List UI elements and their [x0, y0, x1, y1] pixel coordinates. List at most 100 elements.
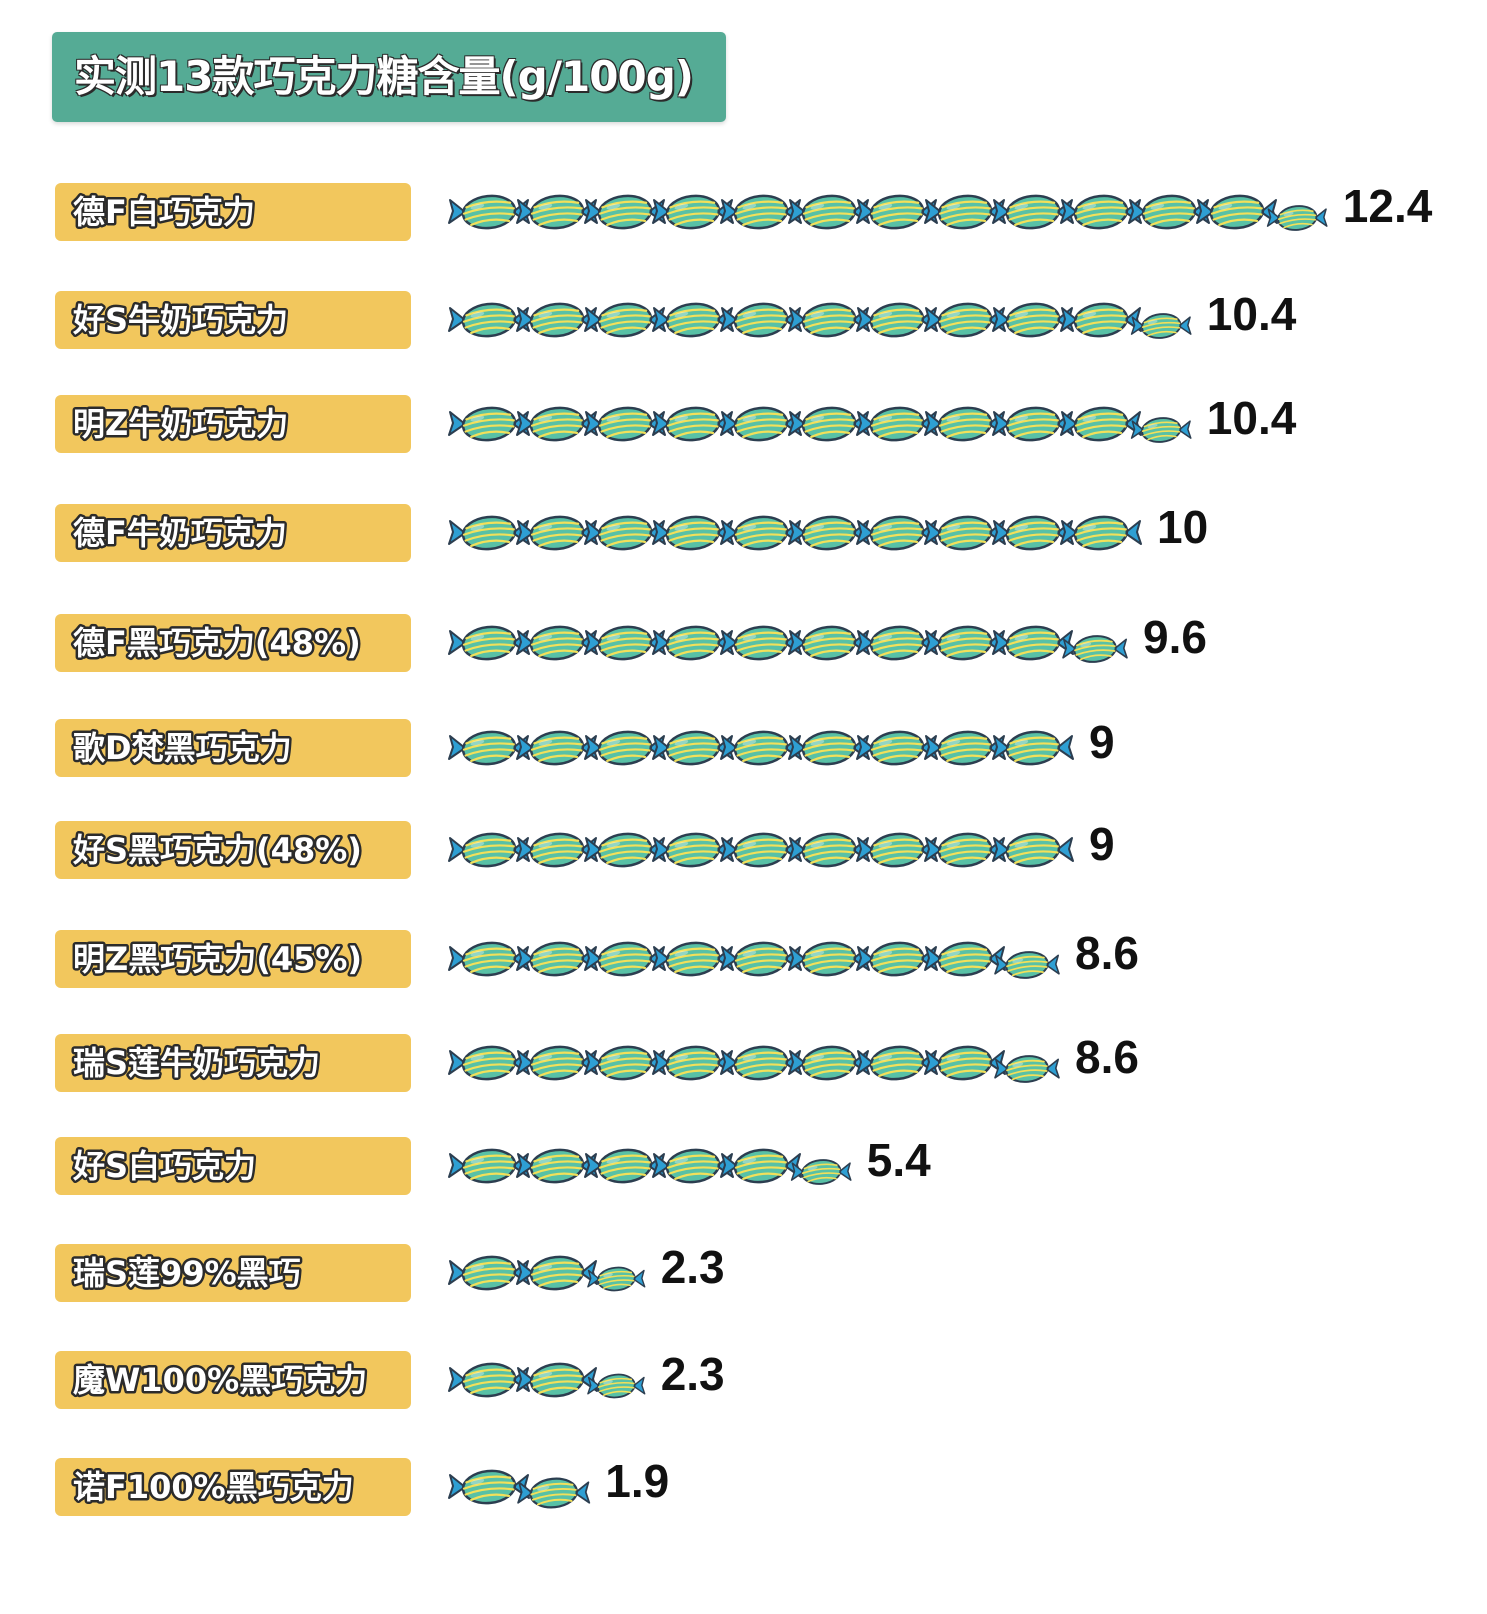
chart-row: 魔W100%黑巧克力 2.3 — [55, 1348, 725, 1409]
candy-icon — [583, 300, 667, 340]
candy-icon — [719, 192, 803, 232]
candy-icon — [651, 728, 735, 768]
category-label-box — [55, 930, 411, 988]
candy-icon — [447, 1360, 531, 1400]
category-label: 诺F100%黑巧克力 — [73, 1468, 354, 1506]
candy-icon — [923, 1043, 1007, 1083]
candy-icon — [855, 300, 939, 340]
candy-icon — [515, 830, 599, 870]
candy-icon — [923, 300, 1007, 340]
candy-icon — [447, 404, 531, 444]
candy-icon — [651, 939, 735, 979]
value-label: 2.3 — [661, 1348, 725, 1400]
candy-icon — [991, 404, 1075, 444]
candy-icon — [787, 830, 871, 870]
candy-icon — [515, 939, 599, 979]
candy-icon — [923, 404, 1007, 444]
candy-icon-partial — [587, 1371, 646, 1401]
value-label: 8.6 — [1075, 927, 1139, 979]
candy-icon — [447, 830, 531, 870]
chart-row: 瑞S莲99%黑巧 2.3 — [55, 1241, 725, 1302]
chart-row: 好S黑巧克力(48%) 9 — [55, 818, 1115, 879]
chart-title-box: 实测13款巧克力糖含量(g/100g) — [52, 32, 726, 122]
candy-icon — [583, 830, 667, 870]
category-label: 瑞S莲牛奶巧克力 — [73, 1044, 320, 1082]
candy-icon-partial — [1062, 633, 1128, 665]
candy-icon — [583, 513, 667, 553]
candy-icon — [1059, 404, 1143, 444]
candy-icon — [447, 1043, 531, 1083]
chart-row: 明Z牛奶巧克力 10.4 — [55, 392, 1297, 453]
chart-row: 瑞S莲牛奶巧克力 8.6 — [55, 1031, 1139, 1092]
category-label-box — [55, 1244, 411, 1302]
candy-icon — [719, 404, 803, 444]
chart-row: 明Z黑巧克力(45%) 8.6 — [55, 927, 1139, 988]
candy-icon — [447, 1146, 531, 1186]
category-label-box — [55, 614, 411, 672]
candy-icon — [515, 300, 599, 340]
candy-icon — [787, 1043, 871, 1083]
candy-icon — [447, 728, 531, 768]
candy-icon — [923, 513, 1007, 553]
candy-icon — [719, 830, 803, 870]
candy-icon — [855, 728, 939, 768]
candy-icon — [651, 1043, 735, 1083]
candy-icon-partial — [587, 1264, 646, 1294]
candy-icon — [583, 404, 667, 444]
candy-icon — [719, 1043, 803, 1083]
candy-icon — [447, 623, 531, 663]
candy-icon — [787, 728, 871, 768]
candy-icon — [583, 1043, 667, 1083]
value-label: 10.4 — [1207, 288, 1297, 340]
candy-icon — [447, 192, 531, 232]
category-label: 魔W100%黑巧克力 — [73, 1361, 367, 1399]
category-label-box — [55, 504, 411, 562]
category-label: 好S白巧克力 — [72, 1147, 256, 1185]
candy-icon-partial — [790, 1157, 852, 1187]
candy-icon — [923, 623, 1007, 663]
chart-row: 德F白巧克力 12.4 — [55, 180, 1433, 241]
candy-icon — [515, 192, 599, 232]
candy-icon — [651, 192, 735, 232]
candy-icon — [583, 1146, 667, 1186]
candy-icon — [651, 830, 735, 870]
category-label-box — [55, 183, 411, 241]
value-label: 9 — [1089, 716, 1115, 768]
category-label: 明Z黑巧克力(45%) — [73, 940, 362, 978]
category-label-box — [55, 1458, 411, 1516]
candy-icon — [515, 623, 599, 663]
candy-icon — [991, 513, 1075, 553]
candy-icon — [447, 513, 531, 553]
candy-icon — [515, 1043, 599, 1083]
category-label-box — [55, 821, 411, 879]
value-label: 10 — [1157, 501, 1208, 553]
candy-icon — [923, 830, 1007, 870]
candy-icon — [991, 830, 1075, 870]
candy-icon-partial — [994, 949, 1060, 981]
value-label: 12.4 — [1343, 180, 1433, 232]
candy-icon — [651, 513, 735, 553]
category-label-box — [55, 1351, 411, 1409]
candy-icon — [787, 939, 871, 979]
candy-icon — [583, 939, 667, 979]
category-label-box — [55, 395, 411, 453]
category-label-box — [55, 1137, 411, 1195]
candy-icon-partial — [994, 1053, 1060, 1085]
candy-icon — [515, 404, 599, 444]
candy-icon — [515, 1146, 599, 1186]
candy-icon — [719, 939, 803, 979]
category-label-box — [55, 1034, 411, 1092]
candy-icon — [1059, 300, 1143, 340]
candy-icon — [855, 830, 939, 870]
category-label: 明Z牛奶巧克力 — [73, 405, 288, 443]
value-label: 9 — [1089, 818, 1115, 870]
value-label: 5.4 — [867, 1134, 931, 1186]
candy-icon — [515, 513, 599, 553]
value-label: 10.4 — [1207, 392, 1297, 444]
candy-icon-partial — [1266, 203, 1328, 233]
candy-icon — [447, 1467, 531, 1507]
candy-icon — [719, 300, 803, 340]
candy-icon-partial — [1130, 415, 1192, 445]
candy-icon — [1127, 192, 1211, 232]
